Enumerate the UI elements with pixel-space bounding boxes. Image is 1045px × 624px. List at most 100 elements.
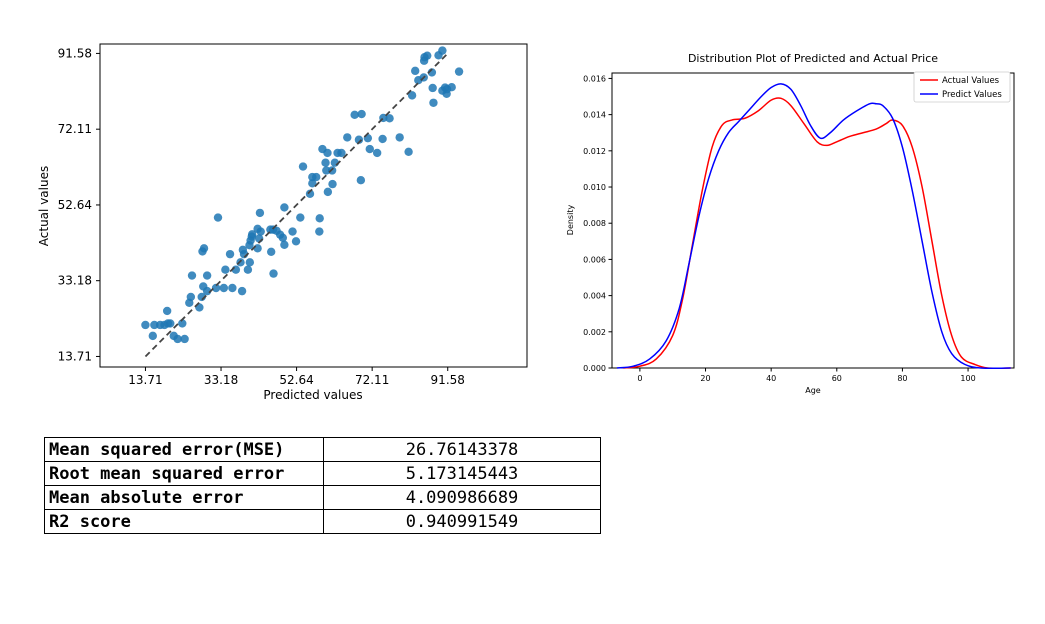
y-tick-label: 33.18 (58, 274, 92, 288)
table-row: Mean absolute error 4.090986689 (44, 485, 601, 510)
x-tick-label: 52.64 (279, 373, 313, 387)
data-point (454, 67, 464, 76)
data-point (308, 179, 317, 188)
data-point (323, 148, 332, 158)
data-point (447, 82, 456, 92)
data-point (178, 319, 187, 328)
data-point (354, 135, 364, 144)
data-point (141, 320, 150, 330)
metrics-table: Mean squared error(MSE) 26.76143378 Root… (44, 437, 601, 534)
y-tick-label: 52.64 (58, 198, 92, 212)
data-point (247, 230, 257, 239)
scatter-x-axis-label: Predicted values (263, 388, 362, 402)
data-point (266, 247, 276, 257)
y-tick-label: 72.11 (58, 122, 92, 136)
kde-y-axis-label: Density (566, 205, 575, 236)
metric-value-cell: 26.76143378 (323, 437, 601, 462)
metric-name-cell: Mean absolute error (44, 485, 324, 510)
data-point (305, 189, 315, 199)
data-point (280, 203, 289, 212)
data-point (385, 114, 394, 123)
data-point (423, 51, 432, 60)
x-tick-label: 91.58 (431, 373, 465, 387)
data-point (378, 134, 387, 144)
data-point (186, 292, 196, 302)
data-point (253, 244, 262, 253)
data-point (312, 172, 321, 182)
data-point (173, 334, 182, 344)
data-point (296, 213, 305, 222)
distribution-plot: Distribution Plot of Predicted and Actua… (566, 52, 1015, 395)
data-point (225, 249, 235, 259)
table-row: R2 score 0.940991549 (44, 509, 601, 534)
x-tick-label: 100 (960, 374, 975, 383)
data-point (298, 162, 308, 171)
y-tick-label: 0.010 (583, 183, 606, 192)
scatter-y-axis-label: Actual values (37, 166, 51, 246)
legend-label-actual: Actual Values (942, 76, 1000, 86)
data-point (337, 148, 346, 158)
scatter-plot-frame (99, 43, 528, 368)
data-point (228, 283, 237, 293)
metric-value-cell: 5.173145443 (323, 461, 601, 486)
data-point (202, 286, 212, 296)
data-point (213, 213, 223, 222)
scatter-plot: 13.71 33.18 52.64 72.11 91.58 13.71 33.18 52.64… (37, 43, 528, 402)
data-point (315, 214, 324, 223)
x-tick-label: 60 (832, 374, 842, 383)
y-tick-label: 0.006 (583, 255, 606, 264)
metric-name-cell: Mean squared error(MSE) (44, 437, 324, 462)
series-line-predict (616, 83, 1011, 370)
data-point (199, 244, 209, 253)
table-row: Mean squared error(MSE) 26.76143378 (44, 437, 601, 462)
y-tick-label: 0.004 (583, 292, 606, 301)
data-point (356, 176, 366, 185)
x-tick-label: 20 (700, 374, 710, 383)
kde-x-axis-label: Age (805, 386, 821, 395)
data-point (211, 283, 221, 293)
data-point (243, 265, 253, 274)
data-point (166, 319, 175, 328)
x-tick-label: 33.18 (204, 373, 238, 387)
data-point (328, 179, 337, 189)
data-point (269, 269, 278, 278)
data-point (245, 258, 255, 267)
data-point (404, 147, 413, 156)
table-row: Root mean squared error 5.173145443 (44, 461, 601, 486)
data-point (372, 148, 382, 158)
reference-diagonal-line (144, 52, 449, 358)
data-point (219, 283, 229, 293)
x-tick-label: 13.71 (128, 373, 162, 387)
data-point (180, 334, 189, 344)
y-tick-label: 0.012 (583, 147, 606, 156)
data-point (411, 66, 420, 76)
data-point (221, 265, 230, 274)
data-point (150, 320, 159, 330)
data-point (315, 227, 324, 236)
x-tick-label: 72.11 (355, 373, 389, 387)
metric-name-cell: R2 score (44, 509, 324, 534)
kde-legend: Actual Values Predict Values (913, 71, 1011, 103)
kde-plot-frame (611, 72, 1015, 369)
y-tick-label: 0.002 (583, 328, 606, 337)
data-point (162, 306, 172, 316)
data-point (323, 187, 333, 197)
data-point (407, 91, 417, 100)
data-point (187, 271, 197, 280)
x-tick-label: 0 (637, 374, 642, 383)
y-tick-label: 0.016 (583, 74, 606, 83)
x-tick-label: 40 (766, 374, 776, 383)
y-tick-label: 13.71 (58, 349, 92, 363)
data-point (322, 166, 331, 175)
data-point (256, 227, 265, 236)
data-point (321, 158, 330, 167)
data-point (395, 133, 404, 142)
legend-label-predict: Predict Values (942, 90, 1002, 100)
data-point (438, 46, 447, 55)
data-point (429, 98, 438, 107)
data-point (278, 233, 288, 242)
data-point (365, 144, 374, 154)
metric-value-cell: 0.940991549 (323, 509, 601, 534)
data-point (202, 271, 212, 280)
metric-value-cell: 4.090986689 (323, 485, 601, 510)
